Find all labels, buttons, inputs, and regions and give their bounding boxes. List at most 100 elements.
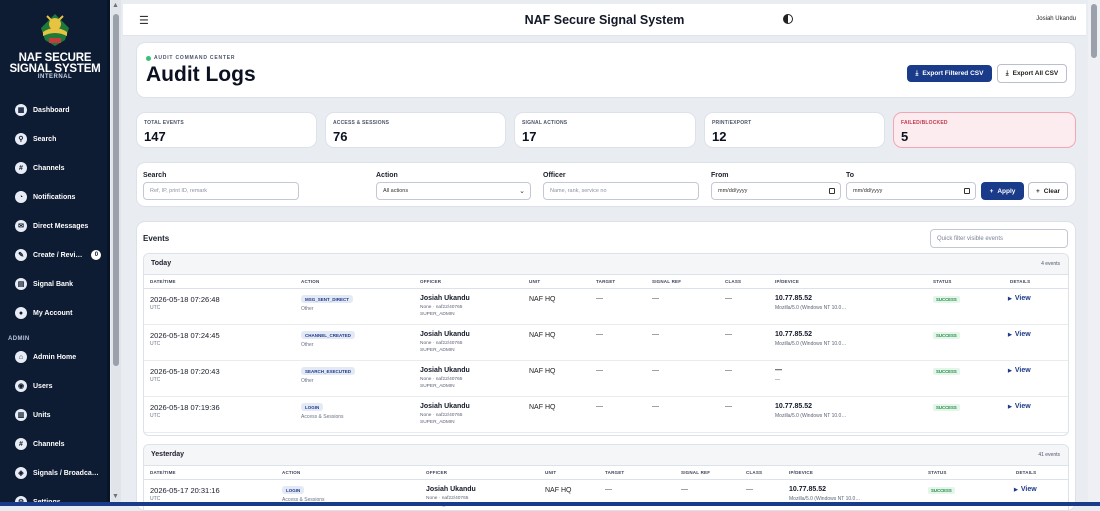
sidebar-item-direct-messages[interactable]: ✉ Direct Messages [15, 218, 88, 234]
view-label: View [1020, 486, 1037, 493]
button-label: Clear [1043, 187, 1061, 195]
filter-panel: Search Ref, IP, print ID, remark Action … [136, 162, 1076, 207]
sidebar-item-signal-bank[interactable]: ▤ Signal Bank [15, 276, 73, 292]
play-icon: ▶ [1008, 368, 1012, 374]
officer-service: None · naf22/40765 [426, 496, 469, 501]
row-target: — [596, 367, 603, 374]
page-kicker: AUDIT COMMAND CENTER [146, 55, 235, 61]
stat-card-print-export: PRINT/EXPORT 12 [704, 112, 885, 148]
row-timezone: UTC [150, 496, 161, 502]
row-date: 2026-05-18 07:24:45 [150, 331, 220, 340]
status-badge: SUCCESS [928, 487, 955, 494]
plus-icon: + [989, 187, 994, 195]
view-details-button[interactable]: ▶ View [1014, 486, 1037, 493]
sidebar-item-signals-broadcasts[interactable]: ◈ Signals / Broadca… [15, 465, 99, 481]
action-label: Action [376, 172, 398, 179]
row-unit: NAF HQ [529, 296, 556, 303]
from-date-input[interactable]: mm/dd/yyyy [711, 182, 841, 200]
row-class: — [725, 367, 732, 374]
column-header: OFFICER [426, 470, 448, 475]
column-header: TARGET [605, 470, 625, 475]
search-placeholder: Ref, IP, print ID, remark [150, 188, 208, 194]
scrollbar-thumb[interactable] [113, 14, 119, 366]
sidebar-item-search[interactable]: ⚲ Search [15, 131, 56, 147]
sidebar-item-units[interactable]: ▥ Units [15, 407, 51, 423]
play-icon: ▶ [1014, 487, 1018, 493]
sidebar-item-label: Notifications [33, 193, 76, 201]
view-label: View [1014, 367, 1031, 374]
dashboard-icon: ▦ [15, 104, 27, 116]
table-row: 2026-05-18 07:19:36 UTC LOGIN Access & S… [144, 397, 1068, 433]
sidebar-scrollbar[interactable] [107, 0, 110, 506]
sidebar-item-dashboard[interactable]: ▦ Dashboard [15, 102, 70, 118]
sidebar-item-label: Admin Home [33, 353, 77, 361]
row-ip: 10.77.85.52 [775, 295, 812, 302]
sidebar-item-channels[interactable]: # Channels [15, 160, 65, 176]
status-dot-icon [146, 55, 151, 61]
row-signal-ref: — [652, 331, 659, 338]
content-scrollbar[interactable]: ▲ ▼ [111, 0, 121, 506]
page-header: AUDIT COMMAND CENTER Audit Logs ⤓ Export … [136, 42, 1076, 98]
to-date-input[interactable]: mm/dd/yyyy [846, 182, 976, 200]
chevron-down-icon: ⌄ [519, 188, 525, 195]
view-details-button[interactable]: ▶ View [1008, 331, 1031, 338]
sidebar-item-admin-channels[interactable]: # Channels [15, 436, 65, 452]
view-label: View [1014, 295, 1031, 302]
bottom-accent-bar [0, 502, 1100, 506]
sidebar-item-users[interactable]: ◉ Users [15, 378, 52, 394]
group-header: Yesterday 41 events [144, 445, 1068, 466]
officer-service: None · naf22/40765 [420, 341, 463, 346]
action-value: All actions [383, 188, 409, 194]
quick-filter-input[interactable]: Quick filter visible events [930, 229, 1068, 248]
scroll-down-arrow-icon[interactable]: ▼ [112, 493, 119, 500]
row-class: — [725, 403, 732, 410]
scroll-up-arrow-icon[interactable]: ▲ [112, 2, 119, 9]
column-header: CLASS [725, 279, 742, 284]
export-filtered-csv-button[interactable]: ⤓ Export Filtered CSV [907, 65, 992, 82]
column-header: DETAILS [1016, 470, 1037, 475]
sidebar-item-label: Create / Revi… [33, 251, 83, 259]
sidebar-item-create-review[interactable]: ✎ Create / Revi… 0 [15, 247, 102, 263]
row-class: — [746, 486, 753, 493]
user-icon: ● [15, 307, 27, 319]
status-badge: SUCCESS [933, 332, 960, 339]
officer-name: Josiah Ukandu [426, 486, 476, 493]
action-select[interactable]: All actions ⌄ [376, 182, 531, 200]
officer-service: None · naf22/40765 [420, 377, 463, 382]
calendar-icon[interactable] [964, 188, 970, 194]
apply-button[interactable]: + Apply [981, 182, 1024, 200]
view-details-button[interactable]: ▶ View [1008, 403, 1031, 410]
clear-button[interactable]: + Clear [1028, 182, 1068, 200]
sidebar-item-notifications[interactable]: ◔ Notifications [15, 189, 75, 205]
group-count: 41 events [1038, 452, 1060, 458]
column-header: SIGNAL REF [681, 470, 711, 475]
officer-input[interactable]: Name, rank, service no [543, 182, 699, 200]
view-details-button[interactable]: ▶ View [1008, 295, 1031, 302]
page-scrollbar[interactable] [1088, 0, 1100, 506]
top-bar: ☰ NAF Secure Signal System Josiah Ukandu [123, 4, 1086, 36]
view-details-button[interactable]: ▶ View [1008, 367, 1031, 374]
events-title: Events [143, 234, 170, 243]
sidebar-item-admin-home[interactable]: ⌂ Admin Home [15, 349, 76, 365]
scrollbar-thumb[interactable] [1091, 4, 1097, 58]
column-header: OFFICER [420, 279, 442, 284]
sidebar-item-label: Units [33, 411, 51, 419]
officer-name: Josiah Ukandu [420, 331, 470, 338]
stat-label: ACCESS & SESSIONS [333, 120, 390, 126]
calendar-icon[interactable] [829, 188, 835, 194]
export-all-csv-button[interactable]: ⤓ Export All CSV [997, 64, 1067, 83]
column-header: CLASS [746, 470, 763, 475]
kicker-label: AUDIT COMMAND CENTER [154, 55, 236, 61]
search-input[interactable]: Ref, IP, print ID, remark [143, 182, 299, 200]
hamburger-menu-icon[interactable]: ☰ [139, 15, 149, 27]
table-row: 2026-05-18 07:20:43 UTC SEARCH_EXECUTED … [144, 361, 1068, 397]
row-signal-ref: — [681, 486, 688, 493]
brand-line-1: NAF SECURE [18, 52, 92, 64]
user-name[interactable]: Josiah Ukandu [1036, 16, 1076, 22]
row-user-agent: — [775, 377, 780, 383]
stat-label: PRINT/EXPORT [712, 120, 752, 126]
sidebar-item-my-account[interactable]: ● My Account [15, 305, 72, 321]
theme-toggle-icon[interactable] [783, 14, 793, 24]
